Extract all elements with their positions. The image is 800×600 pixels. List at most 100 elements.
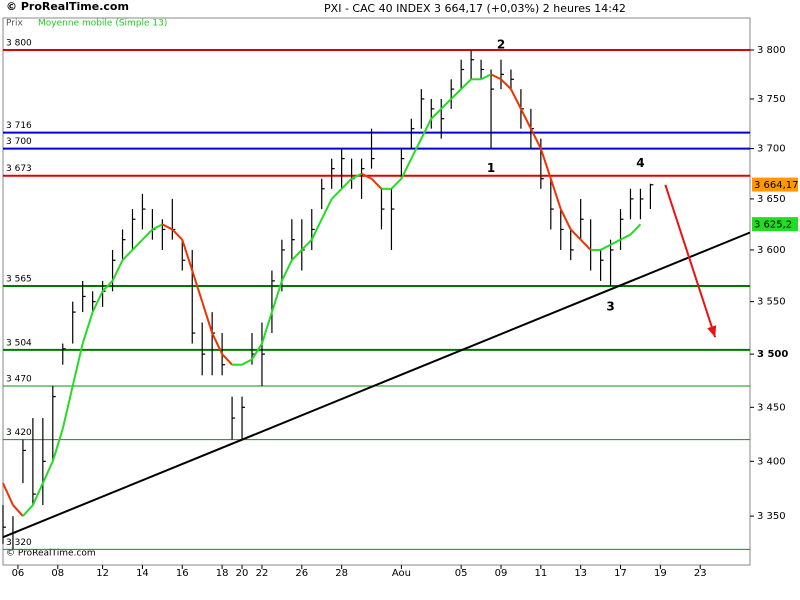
x-tick-label: 19	[654, 568, 667, 579]
price-label: Prix	[6, 19, 23, 29]
x-tick-label: 26	[295, 568, 308, 579]
annotation: 4	[636, 156, 644, 170]
ma-segment	[131, 238, 144, 251]
ma-segment	[450, 88, 462, 100]
ma-segment	[420, 118, 433, 140]
ma-segment	[330, 188, 343, 200]
y-tick-label: 3 350	[757, 511, 786, 522]
x-tick-label: Aou	[392, 568, 411, 579]
level-label: 3 800	[6, 38, 32, 48]
ma-segment	[629, 223, 642, 236]
arrow-head	[707, 325, 717, 338]
x-tick-label: 13	[574, 568, 587, 579]
ma-segment	[361, 172, 372, 180]
x-tick-label: 08	[51, 568, 64, 579]
x-tick-label: 09	[495, 568, 508, 579]
ma-segment	[410, 138, 423, 160]
ma-segment	[351, 172, 363, 180]
ma-segment	[81, 311, 94, 344]
y-tick-label: 3 600	[757, 245, 786, 256]
ma-segment	[151, 223, 163, 231]
trendline	[2, 231, 751, 539]
x-tick-label: 11	[534, 568, 547, 579]
ma-segment	[161, 223, 173, 231]
last-price-tag-box	[752, 177, 798, 192]
x-tick-label: 23	[694, 568, 707, 579]
ma-segment	[71, 343, 84, 387]
ma-segment	[301, 238, 313, 251]
ma-segment	[390, 178, 403, 190]
ma-segment	[559, 208, 572, 230]
x-tick-label: 16	[176, 568, 189, 579]
ma-segment	[261, 311, 273, 344]
ma-segment	[41, 460, 54, 484]
arrow-shaft	[664, 184, 717, 338]
legend-ma: Moyenne mobile (Simple 13)	[38, 19, 167, 29]
ma-segment	[310, 218, 323, 241]
x-tick-label: 17	[614, 568, 627, 579]
last-ma-tag-box	[752, 217, 798, 232]
ma-segment	[340, 178, 353, 190]
x-tick-label: 22	[256, 568, 269, 579]
ma-segment	[510, 88, 522, 110]
level-label: 3 673	[6, 164, 32, 174]
ma-segment	[221, 353, 233, 366]
y-tick-label: 3 650	[757, 194, 786, 205]
level-label: 3 716	[6, 121, 32, 131]
ma-segment	[31, 482, 44, 506]
ma-segment	[2, 482, 14, 506]
y-tick-label: 3 450	[757, 402, 786, 413]
annotation: 3	[606, 299, 614, 313]
level-label: 3 420	[6, 428, 32, 438]
y-tick-label: 3 700	[757, 144, 786, 155]
level-label: 3 320	[6, 538, 32, 548]
x-tick-label: 20	[236, 568, 249, 579]
y-tick-label: 3 800	[757, 45, 786, 56]
y-tick-label: 3 400	[757, 456, 786, 467]
ma-segment	[370, 178, 383, 190]
ma-segment	[529, 128, 542, 150]
ma-segment	[270, 280, 283, 313]
ma-segment	[600, 243, 612, 251]
ma-segment	[579, 238, 592, 251]
last-ma-tag: 3 625,2	[754, 220, 792, 231]
plot-frame	[2, 17, 751, 566]
ma-segment	[620, 233, 631, 241]
x-tick-label: 06	[12, 568, 25, 579]
annotation: 1	[487, 161, 495, 175]
ma-segment	[141, 228, 154, 241]
ma-segment	[430, 108, 442, 120]
ma-segment	[191, 270, 204, 302]
x-tick-label: 28	[335, 568, 348, 579]
brand: © ProRealTime.com	[6, 0, 129, 13]
x-tick-label: 12	[96, 568, 109, 579]
level-label: 3 565	[6, 275, 32, 285]
y-tick-label: 3 750	[757, 94, 786, 105]
ma-segment	[500, 78, 512, 90]
ma-segment	[121, 249, 134, 261]
ma-segment	[171, 228, 183, 241]
ma-segment	[570, 228, 582, 241]
ma-segment	[181, 239, 194, 271]
ma-segment	[201, 301, 214, 334]
level-label: 3 504	[6, 338, 32, 348]
ma-segment	[520, 108, 532, 130]
ma-segment	[490, 73, 502, 81]
annotation: 2	[497, 38, 505, 52]
ma-segment	[101, 280, 114, 292]
ma-segment	[539, 148, 552, 180]
ma-segment	[400, 158, 413, 180]
ma-segment	[460, 78, 472, 90]
ma-segment	[549, 178, 562, 210]
x-tick-label: 18	[216, 568, 229, 579]
x-tick-label: 05	[455, 568, 468, 579]
ma-segment	[610, 238, 621, 246]
ma-segment	[22, 504, 34, 517]
ma-segment	[440, 98, 452, 110]
last-price-tag: 3 664,17	[754, 180, 799, 191]
x-tick-label: 14	[136, 568, 149, 579]
ma-segment	[291, 249, 303, 261]
chart-title: PXI - CAC 40 INDEX 3 664,17 (+0,03%) 2 h…	[324, 2, 626, 15]
